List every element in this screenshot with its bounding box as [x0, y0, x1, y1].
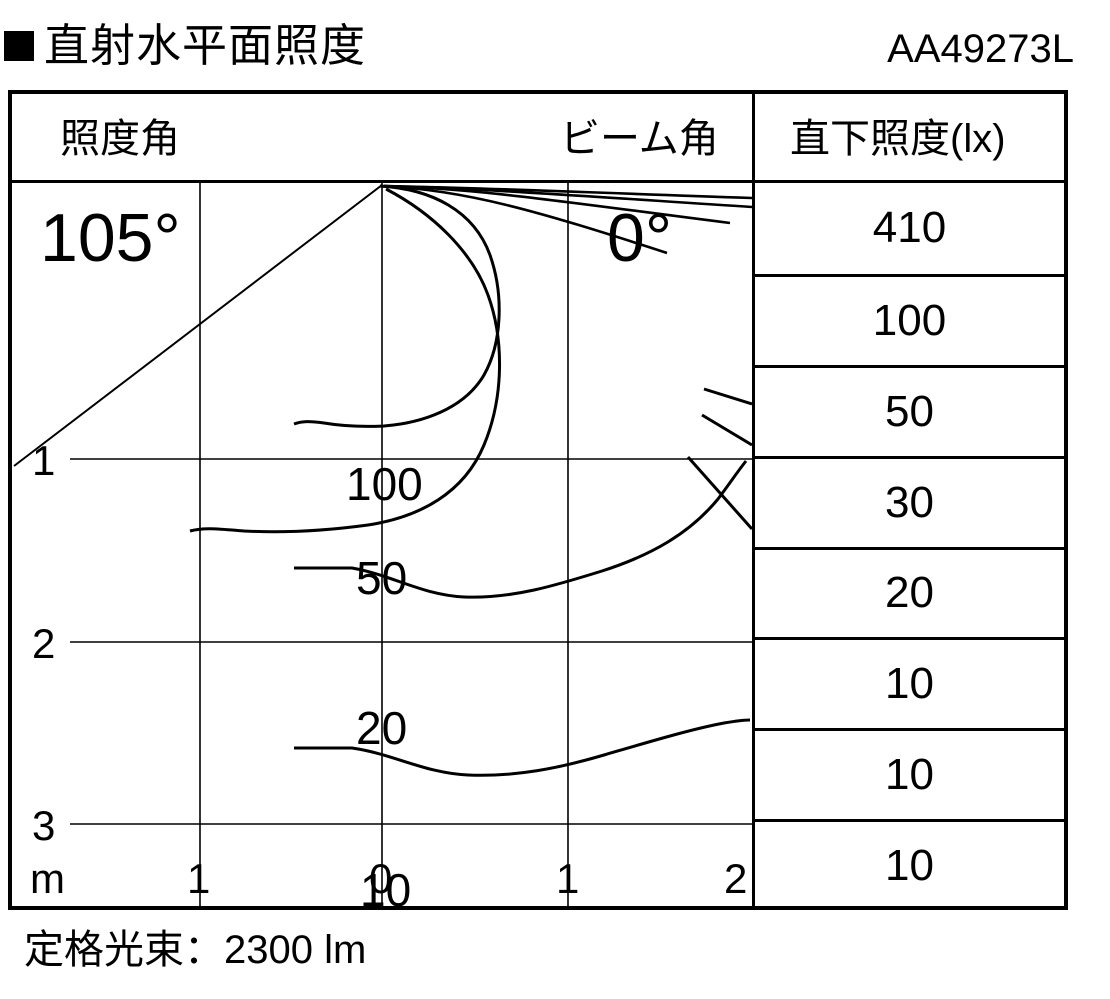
illuminance-chart: 1 2 3 m 1 0 1 2 105° 0° 100 50 20	[12, 183, 752, 910]
angle-tick-1	[703, 387, 752, 406]
x-tick-label-m: m	[30, 855, 65, 902]
beam-edge-105-line	[13, 184, 383, 467]
contour-20	[294, 460, 748, 599]
angle-tick-marks	[686, 387, 752, 530]
table-row: 100	[755, 273, 1064, 365]
x-tick-label-2: 2	[724, 855, 747, 902]
contour-50-path	[189, 187, 502, 534]
contour-label-20: 20	[356, 702, 407, 754]
column-header-beam-angle: ビーム角	[560, 117, 719, 161]
fan-rays	[383, 184, 752, 255]
chart-svg: 1 2 3 m 1 0 1 2 105° 0° 100 50 20	[13, 183, 752, 910]
rated-luminous-flux: 定格光束：2300 lm	[24, 928, 367, 972]
column-header-direct-illuminance: 直下照度(lx)	[790, 117, 1006, 161]
contour-100	[293, 184, 501, 428]
y-tick-label-2: 2	[32, 620, 55, 667]
angle-tick-3	[686, 456, 752, 530]
direct-illuminance-column: 410 100 50 30 20 10 10 10	[755, 183, 1064, 910]
contour-50	[189, 187, 502, 534]
x-tick-label-1: 1	[556, 855, 579, 902]
contour-100-path	[293, 184, 501, 428]
fan-ray-4	[383, 184, 668, 255]
contour-label-100: 100	[346, 458, 423, 510]
filled-square-icon	[4, 31, 34, 61]
column-divider	[752, 94, 755, 910]
beam-edge-line	[13, 184, 383, 467]
header-divider	[12, 180, 1064, 183]
y-tick-label-1: 1	[32, 437, 55, 484]
fan-ray-3	[383, 184, 731, 225]
contour-label-50: 50	[356, 552, 407, 604]
y-axis-tick-labels: 1 2 3	[32, 437, 55, 849]
angle-tick-2	[701, 413, 752, 447]
chart-annotations: 105° 0°	[40, 200, 672, 276]
title-row: 直射水平面照度 AA49273L	[0, 0, 1110, 88]
table-row: 410	[872, 203, 947, 253]
table-row: 20	[755, 546, 1064, 638]
annotation-beam-angle: 0°	[607, 200, 672, 276]
contour-value-labels: 100 50 20 10	[346, 458, 423, 910]
x-tick-label-minus1: 1	[187, 855, 210, 902]
y-tick-label-3: 3	[32, 802, 55, 849]
page-title: 直射水平面照度	[44, 20, 367, 71]
table-row: 10	[755, 728, 1064, 819]
table-row: 50	[755, 364, 1064, 456]
contour-10	[294, 718, 751, 777]
data-table: 照度角 ビーム角 直下照度(lx)	[8, 90, 1068, 910]
table-row: 10	[755, 637, 1064, 728]
table-row: 30	[755, 455, 1064, 547]
x-axis-tick-labels: m 1 0 1 2	[30, 855, 747, 902]
contour-label-10: 10	[360, 864, 411, 910]
column-header-illuminance-angle: 照度角	[60, 117, 180, 161]
contour-20-path	[294, 460, 748, 599]
model-code: AA49273L	[887, 27, 1074, 71]
table-row: 10	[755, 819, 1064, 910]
x-tick-label-0: 0	[369, 855, 392, 902]
horizontal-gridlines	[70, 458, 752, 825]
contour-10-path	[294, 718, 751, 777]
annotation-illuminance-angle: 105°	[40, 200, 181, 276]
vertical-gridlines	[199, 183, 569, 910]
